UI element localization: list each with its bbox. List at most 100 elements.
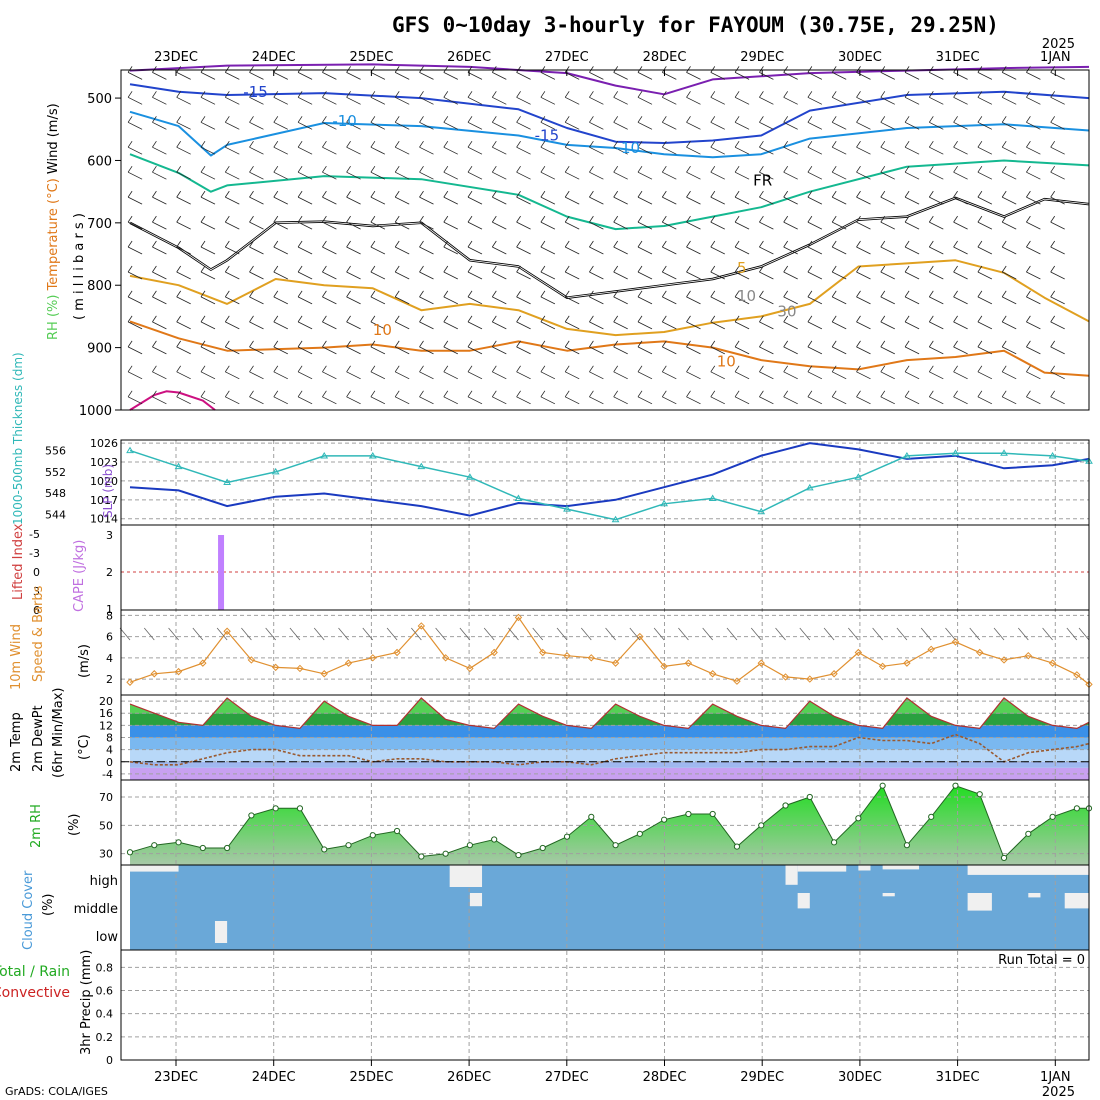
wind-barb-flag bbox=[394, 340, 400, 348]
wind-barb-staff bbox=[443, 271, 458, 280]
wind-barb-flag bbox=[127, 215, 133, 223]
wind-barb bbox=[1050, 66, 1065, 80]
wind-barb-flag bbox=[856, 165, 861, 173]
wind-barb bbox=[613, 290, 628, 305]
wind-barb-flag bbox=[322, 66, 327, 73]
wind-barb-flag bbox=[516, 190, 521, 198]
wind-barb bbox=[152, 290, 167, 305]
wind-barb bbox=[467, 165, 483, 180]
wind-barb-flag bbox=[224, 116, 230, 123]
wind-barb-staff bbox=[589, 321, 604, 330]
wind-barb bbox=[734, 116, 750, 130]
upper-air-unit-label: ( m i l l i b a r s ) bbox=[72, 213, 87, 320]
wind-barb-flag bbox=[224, 240, 230, 248]
wind-barb-staff bbox=[467, 221, 483, 230]
wind-barb-staff bbox=[880, 371, 895, 380]
wind-barb-flag bbox=[176, 265, 182, 273]
wind-barb-staff bbox=[249, 321, 264, 330]
wind-barb-staff bbox=[443, 296, 458, 305]
wind-barb-flag bbox=[710, 91, 716, 98]
wind-barb-flag bbox=[322, 265, 327, 273]
cloud-level-label: high bbox=[90, 874, 118, 889]
wind-barb bbox=[516, 390, 531, 405]
wind-barb-flag bbox=[297, 390, 303, 398]
wind-barb-staff bbox=[467, 371, 483, 380]
wind-barb bbox=[977, 91, 993, 105]
wind-barb bbox=[419, 215, 434, 230]
wind-barb bbox=[783, 140, 798, 155]
wind-barb-flag bbox=[127, 91, 133, 98]
wind-unit-label: (m/s) bbox=[77, 644, 92, 678]
wind-barb-staff bbox=[492, 171, 507, 180]
wind-barb-staff bbox=[929, 96, 944, 105]
wind-barb-staff bbox=[977, 171, 993, 180]
wind-barb bbox=[856, 390, 871, 405]
rh-point bbox=[248, 812, 255, 819]
wind-barb-flag bbox=[564, 165, 570, 173]
wind-barb-staff bbox=[904, 321, 920, 330]
cloud-gap-high bbox=[130, 865, 179, 872]
wind-barb-flag bbox=[904, 215, 910, 223]
wind-barb-flag bbox=[540, 66, 546, 73]
slp-tick-label: 1014 bbox=[90, 513, 118, 526]
wind-barb-flag bbox=[807, 66, 813, 73]
wind-barb-flag bbox=[807, 265, 813, 273]
wind-barb-staff bbox=[152, 96, 167, 105]
wind-barb bbox=[200, 140, 216, 155]
wind-barb-flag bbox=[807, 165, 813, 173]
wind-barb-flag bbox=[249, 365, 254, 373]
wind-barb-flag bbox=[1026, 365, 1031, 373]
panel-frame-precip bbox=[120, 949, 1090, 1061]
rh-point bbox=[151, 842, 158, 849]
wind-barb-staff bbox=[613, 396, 628, 405]
cloud-gap-middle bbox=[1064, 893, 1089, 909]
wind-barb-staff bbox=[492, 146, 507, 155]
wind-barb bbox=[710, 340, 725, 355]
wind-barb-flag bbox=[127, 140, 133, 148]
surface-wind-barb bbox=[775, 627, 786, 641]
wind-barb-flag bbox=[1001, 140, 1007, 148]
wind-barb bbox=[540, 265, 556, 280]
wind-barb-staff bbox=[977, 146, 993, 155]
wind-barb-staff bbox=[467, 146, 483, 155]
wind-barb bbox=[419, 315, 434, 330]
wind-barb-staff bbox=[1002, 246, 1017, 255]
wind-barb bbox=[419, 240, 434, 255]
wind-barb-staff bbox=[1050, 321, 1065, 330]
wind-barb bbox=[322, 66, 337, 80]
wind-barb bbox=[783, 365, 798, 380]
wind-barb-staff bbox=[589, 396, 604, 405]
wind-barb-flag bbox=[710, 365, 716, 373]
wind-barb bbox=[224, 340, 240, 355]
wind-barb-flag bbox=[637, 390, 643, 398]
rh-point bbox=[588, 813, 595, 820]
wind-barb bbox=[346, 340, 361, 355]
wind-barb bbox=[540, 315, 556, 330]
wind-barb bbox=[880, 365, 895, 380]
wind-barb bbox=[564, 215, 580, 230]
credit-label: GrADS: COLA/IGES bbox=[5, 1085, 108, 1098]
wind-barb-staff bbox=[249, 221, 264, 230]
wind-barb-staff bbox=[370, 371, 386, 380]
wind-speed-point bbox=[757, 659, 765, 667]
wind-barb-flag bbox=[807, 140, 813, 148]
wind-barb bbox=[176, 116, 191, 130]
wind-barb-staff bbox=[759, 396, 774, 405]
wind-barb bbox=[783, 165, 798, 180]
wind-barb-staff bbox=[516, 171, 531, 180]
wind-barb-flag bbox=[637, 190, 643, 198]
wind-barb bbox=[880, 315, 895, 330]
wind-barb bbox=[152, 240, 167, 255]
wind-barb bbox=[759, 190, 774, 205]
wind-barb bbox=[467, 315, 483, 330]
wind-barb-flag bbox=[734, 365, 740, 373]
wind-barb bbox=[880, 116, 895, 130]
wind-barb-flag bbox=[637, 315, 643, 323]
wind-barb-flag bbox=[1001, 315, 1007, 323]
wind-barb-flag bbox=[273, 165, 279, 173]
pressure-tick-label: 800 bbox=[87, 279, 112, 294]
wind-barb bbox=[200, 315, 216, 330]
wind-barb-flag bbox=[370, 190, 376, 198]
wind-barb-flag bbox=[710, 190, 716, 198]
upper-air-ylabel: RH (%) Temperature (°C) Wind (m/s) bbox=[46, 103, 61, 340]
